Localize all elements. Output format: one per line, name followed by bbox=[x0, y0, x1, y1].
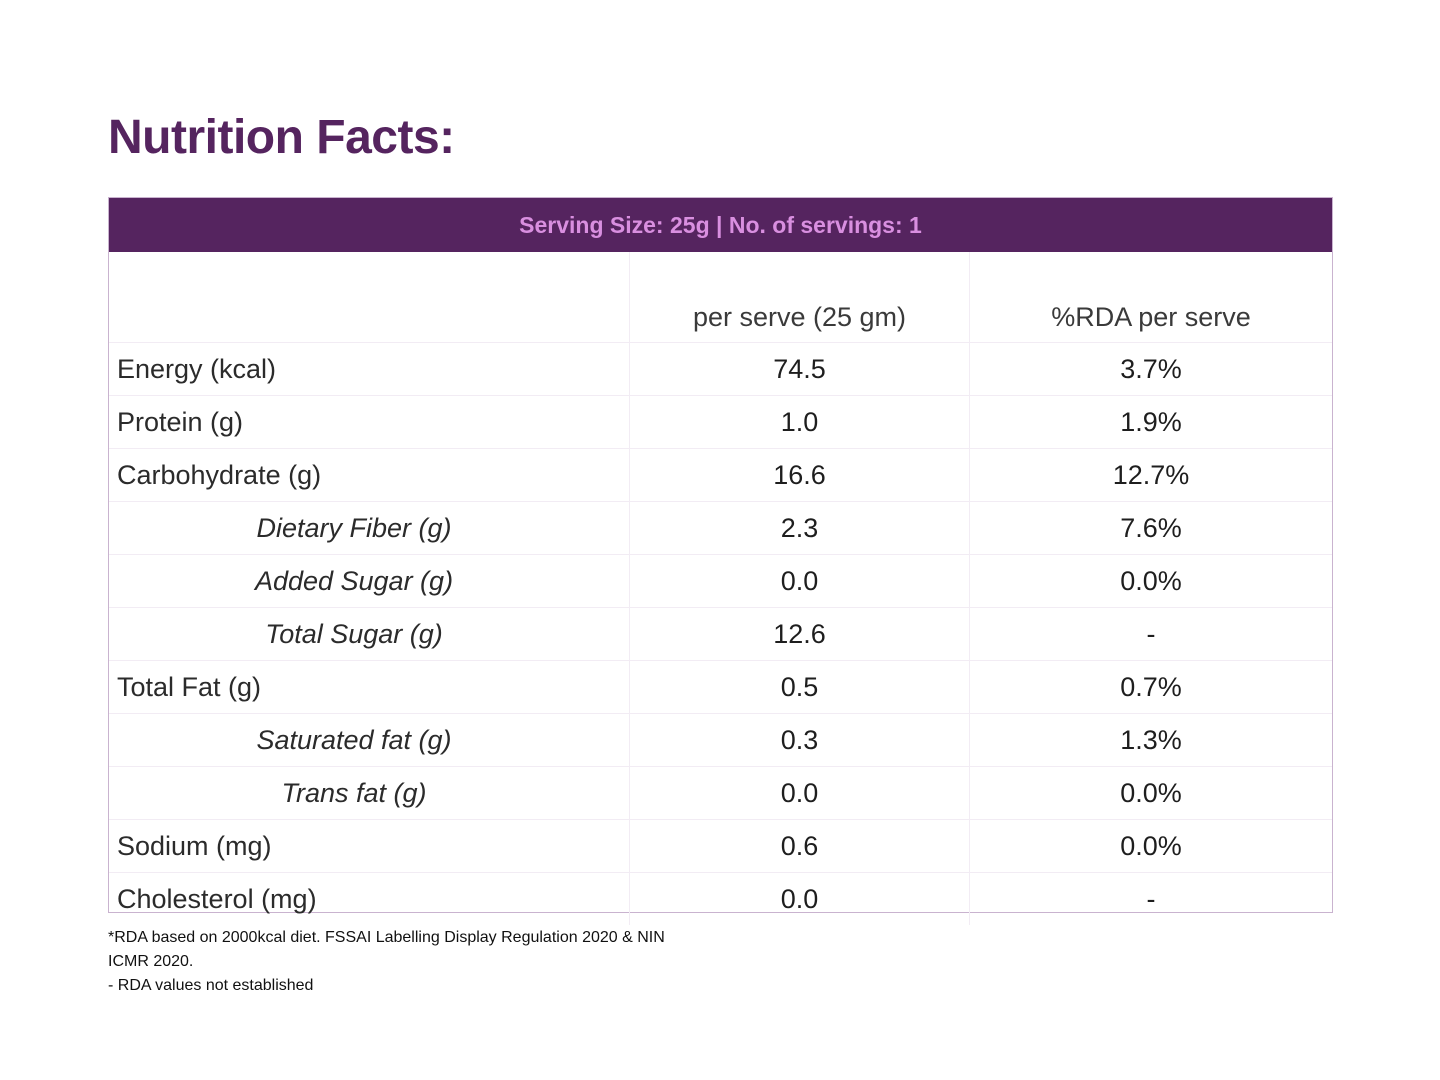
rda-value: 0.0% bbox=[969, 820, 1332, 872]
nutrient-label: Energy (kcal) bbox=[109, 343, 629, 395]
table-row: Added Sugar (g) 0.0 0.0% bbox=[109, 554, 1332, 607]
table-row: Carbohydrate (g) 16.6 12.7% bbox=[109, 448, 1332, 501]
nutrient-label-text: Cholesterol (mg) bbox=[117, 883, 317, 914]
rda-value: 0.0% bbox=[969, 767, 1332, 819]
footnote-line: ICMR 2020. bbox=[108, 953, 194, 970]
per-serve-value: 0.6 bbox=[629, 820, 969, 872]
nutrient-label-text: Sodium (mg) bbox=[117, 830, 272, 861]
per-serve-value: 0.0 bbox=[629, 555, 969, 607]
nutrient-label: Total Sugar (g) bbox=[109, 608, 629, 660]
per-serve-value: 0.0 bbox=[629, 873, 969, 925]
column-header-rda: %RDA per serve bbox=[969, 292, 1332, 342]
table-row: Protein (g) 1.0 1.9% bbox=[109, 395, 1332, 448]
table-row: Cholesterol (mg) 0.0- bbox=[109, 872, 1332, 925]
rda-value: 7.6% bbox=[969, 502, 1332, 554]
rda-value: 0.0% bbox=[969, 555, 1332, 607]
nutrient-label: Carbohydrate (g) bbox=[109, 449, 629, 501]
spacer-cell bbox=[629, 252, 969, 292]
per-serve-value: 0.5 bbox=[629, 661, 969, 713]
table-row: Trans fat (g) 0.0 0.0% bbox=[109, 766, 1332, 819]
table-spacer-row bbox=[109, 252, 1332, 292]
nutrient-label-text: Trans fat (g) bbox=[281, 777, 427, 808]
per-serve-value: 2.3 bbox=[629, 502, 969, 554]
footnote-line: *RDA based on 2000kcal diet. FSSAI Label… bbox=[108, 929, 665, 946]
table-row: Dietary Fiber (g) 2.3 7.6% bbox=[109, 501, 1332, 554]
per-serve-value: 0.0 bbox=[629, 767, 969, 819]
nutrient-label-text: Total Fat (g) bbox=[117, 671, 262, 702]
nutrient-label: Protein (g) bbox=[109, 396, 629, 448]
table-row: Saturated fat (g) 0.3 1.3% bbox=[109, 713, 1332, 766]
nutrient-label: Dietary Fiber (g) bbox=[109, 502, 629, 554]
table-row: Energy (kcal) 74.5 3.7% bbox=[109, 342, 1332, 395]
per-serve-value: 0.3 bbox=[629, 714, 969, 766]
footnote-line: - RDA values not established bbox=[108, 977, 314, 994]
table-row: Total Fat (g) 0.5 0.7% bbox=[109, 660, 1332, 713]
rda-value: - bbox=[969, 608, 1332, 660]
column-header-nutrient bbox=[109, 292, 629, 342]
nutrient-label-text: Protein (g) bbox=[117, 406, 244, 437]
table-body: Energy (kcal) 74.5 3.7% Protein (g) 1.0 1.9% C… bbox=[109, 342, 1332, 925]
per-serve-value: 74.5 bbox=[629, 343, 969, 395]
footnotes: *RDA based on 2000kcal diet. FSSAI Label… bbox=[108, 926, 665, 998]
rda-value: 0.7% bbox=[969, 661, 1332, 713]
serving-size-banner: Serving Size: 25g | No. of servings: 1 bbox=[109, 198, 1332, 252]
rda-value: 3.7% bbox=[969, 343, 1332, 395]
table-row: Sodium (mg) 0.6 0.0% bbox=[109, 819, 1332, 872]
nutrient-label: Added Sugar (g) bbox=[109, 555, 629, 607]
rda-value: 1.9% bbox=[969, 396, 1332, 448]
spacer-cell bbox=[109, 252, 629, 292]
nutrient-label-text: Dietary Fiber (g) bbox=[256, 512, 452, 543]
table-row: Total Sugar (g) 12.6- bbox=[109, 607, 1332, 660]
rda-value: 1.3% bbox=[969, 714, 1332, 766]
rda-value: 12.7% bbox=[969, 449, 1332, 501]
nutrition-table: Serving Size: 25g | No. of servings: 1 p… bbox=[108, 197, 1333, 925]
nutrient-label-text: Added Sugar (g) bbox=[254, 565, 454, 596]
spacer-cell bbox=[969, 252, 1332, 292]
nutrient-label: Sodium (mg) bbox=[109, 820, 629, 872]
nutrient-label-text: Total Sugar (g) bbox=[265, 618, 443, 649]
nutrient-label: Total Fat (g) bbox=[109, 661, 629, 713]
per-serve-value: 12.6 bbox=[629, 608, 969, 660]
nutrient-label: Trans fat (g) bbox=[109, 767, 629, 819]
rda-value: - bbox=[969, 873, 1332, 925]
per-serve-value: 1.0 bbox=[629, 396, 969, 448]
nutrient-label: Cholesterol (mg) bbox=[109, 873, 629, 925]
page-title: Nutrition Facts: bbox=[108, 111, 455, 164]
column-header-per-serve: per serve (25 gm) bbox=[629, 292, 969, 342]
nutrient-label-text: Carbohydrate (g) bbox=[117, 459, 322, 490]
nutrient-label: Saturated fat (g) bbox=[109, 714, 629, 766]
table-header-row: per serve (25 gm) %RDA per serve bbox=[109, 292, 1332, 342]
nutrient-label-text: Energy (kcal) bbox=[117, 353, 277, 384]
nutrient-label-text: Saturated fat (g) bbox=[256, 724, 452, 755]
per-serve-value: 16.6 bbox=[629, 449, 969, 501]
